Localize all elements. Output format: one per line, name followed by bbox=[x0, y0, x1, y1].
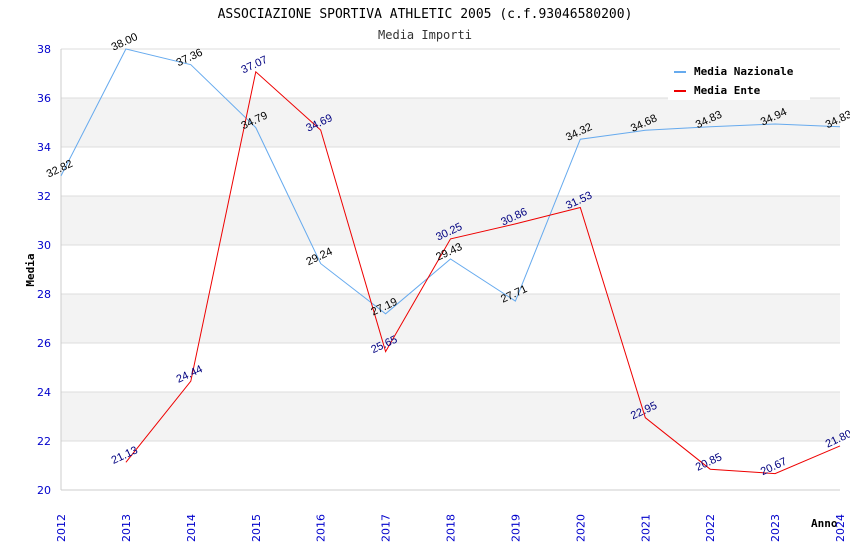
plot-band bbox=[61, 245, 840, 294]
plot-band bbox=[61, 294, 840, 343]
x-tick-label: 2022 bbox=[704, 514, 717, 542]
series-lines bbox=[60, 48, 841, 475]
y-tick-label: 26 bbox=[37, 337, 51, 350]
x-tick-label: 2023 bbox=[769, 514, 782, 542]
y-tick-label: 24 bbox=[37, 386, 51, 399]
x-tick-label: 2020 bbox=[574, 514, 587, 542]
legend-entry: Media Nazionale bbox=[694, 65, 794, 78]
chart-title: ASSOCIAZIONE SPORTIVA ATHLETIC 2005 (c.f… bbox=[218, 7, 633, 22]
y-tick-label: 20 bbox=[37, 484, 51, 497]
plot-background-bands bbox=[61, 49, 840, 490]
plot-band bbox=[61, 196, 840, 245]
y-tick-label: 30 bbox=[37, 239, 51, 252]
x-tick-label: 2021 bbox=[639, 514, 652, 542]
plot-band bbox=[61, 98, 840, 147]
y-tick-labels: 20 22 24 26 28 30 32 34 36 38 bbox=[37, 43, 51, 497]
x-tick-label: 2015 bbox=[250, 514, 263, 542]
y-tick-label: 38 bbox=[37, 43, 51, 56]
x-tick-label: 2016 bbox=[315, 514, 328, 542]
x-tick-label: 2013 bbox=[120, 514, 133, 542]
plot-band bbox=[61, 147, 840, 196]
series-line-0 bbox=[60, 48, 841, 315]
y-tick-label: 36 bbox=[37, 92, 51, 105]
chart-subtitle: Media Importi bbox=[378, 28, 472, 42]
plot-band bbox=[61, 343, 840, 392]
x-tick-label: 2014 bbox=[185, 514, 198, 542]
series-line-1 bbox=[125, 70, 841, 475]
x-tick-label: 2018 bbox=[445, 514, 458, 542]
x-tick-label: 2019 bbox=[509, 514, 522, 542]
x-tick-label: 2017 bbox=[380, 514, 393, 542]
y-tick-label: 22 bbox=[37, 435, 51, 448]
y-tick-label: 32 bbox=[37, 190, 51, 203]
plot-band bbox=[61, 441, 840, 490]
x-tick-label: 2024 bbox=[834, 514, 847, 542]
legend-box bbox=[668, 60, 810, 100]
legend-entry: Media Ente bbox=[694, 84, 761, 97]
plot-band bbox=[61, 392, 840, 441]
x-tick-labels: 2012 2013 2014 2015 2016 2017 2018 2019 2020 2021… bbox=[55, 514, 847, 542]
y-axis-title: Media bbox=[24, 253, 37, 286]
y-tick-label: 28 bbox=[37, 288, 51, 301]
gridlines bbox=[61, 48, 840, 491]
y-tick-label: 34 bbox=[37, 141, 51, 154]
x-axis-title: Anno bbox=[811, 517, 838, 530]
x-tick-label: 2012 bbox=[55, 514, 68, 542]
legend: Media Nazionale Media Ente bbox=[668, 60, 810, 100]
